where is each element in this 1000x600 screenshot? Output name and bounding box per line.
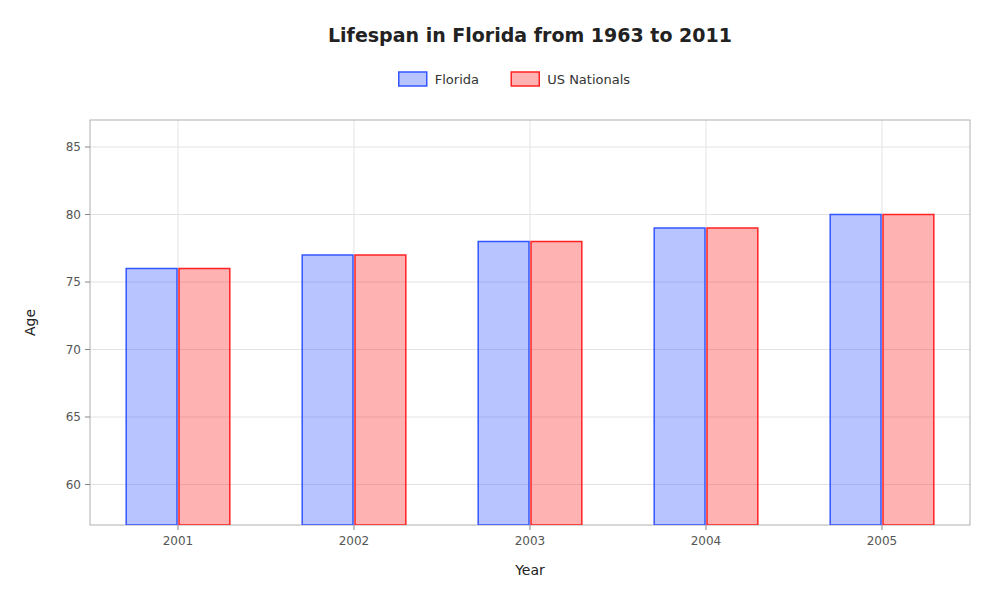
y-tick-label: 80 (66, 208, 81, 222)
bar (126, 269, 177, 526)
grid (90, 120, 970, 525)
y-tick (85, 147, 90, 148)
axes: 60 65 70 75 80 85 2001 2002 2003 2004 2005 (66, 140, 898, 548)
y-tick (85, 417, 90, 418)
y-tick (85, 214, 90, 215)
x-tick (530, 525, 531, 530)
legend-swatch (511, 72, 539, 86)
y-tick-label: 60 (66, 478, 81, 492)
chart-container: 60 65 70 75 80 85 2001 2002 2003 2004 2005 Year Age L… (0, 0, 1000, 600)
bar (302, 255, 353, 525)
y-tick (85, 282, 90, 283)
legend-swatch (399, 72, 427, 86)
legend-label: US Nationals (547, 72, 630, 87)
y-tick-label: 65 (66, 410, 81, 424)
x-tick-label: 2004 (691, 534, 722, 548)
bars (126, 215, 934, 526)
bar (179, 269, 230, 526)
plot-frame (90, 120, 970, 525)
x-axis-label: Year (514, 562, 545, 578)
y-tick-label: 75 (66, 275, 81, 289)
y-tick (85, 349, 90, 350)
bar (355, 255, 406, 525)
y-tick-label: 85 (66, 140, 81, 154)
y-tick (85, 484, 90, 485)
bar (707, 228, 758, 525)
x-tick-label: 2002 (339, 534, 370, 548)
bar (478, 242, 529, 526)
chart: 60 65 70 75 80 85 2001 2002 2003 2004 2005 Year Age L… (0, 0, 1000, 600)
y-axis-label: Age (22, 309, 38, 336)
x-tick (178, 525, 179, 530)
x-tick-label: 2003 (515, 534, 546, 548)
legend-label: Florida (435, 72, 479, 87)
bar (654, 228, 705, 525)
x-tick (706, 525, 707, 530)
x-tick-label: 2001 (163, 534, 194, 548)
y-tick-label: 70 (66, 343, 81, 357)
bar (883, 215, 934, 526)
bar (830, 215, 881, 526)
title: Lifespan in Florida from 1963 to 2011 (328, 24, 732, 46)
x-tick-label: 2005 (867, 534, 898, 548)
legend: Florida US Nationals (399, 72, 631, 87)
x-tick (354, 525, 355, 530)
x-tick (882, 525, 883, 530)
bar (531, 242, 582, 526)
